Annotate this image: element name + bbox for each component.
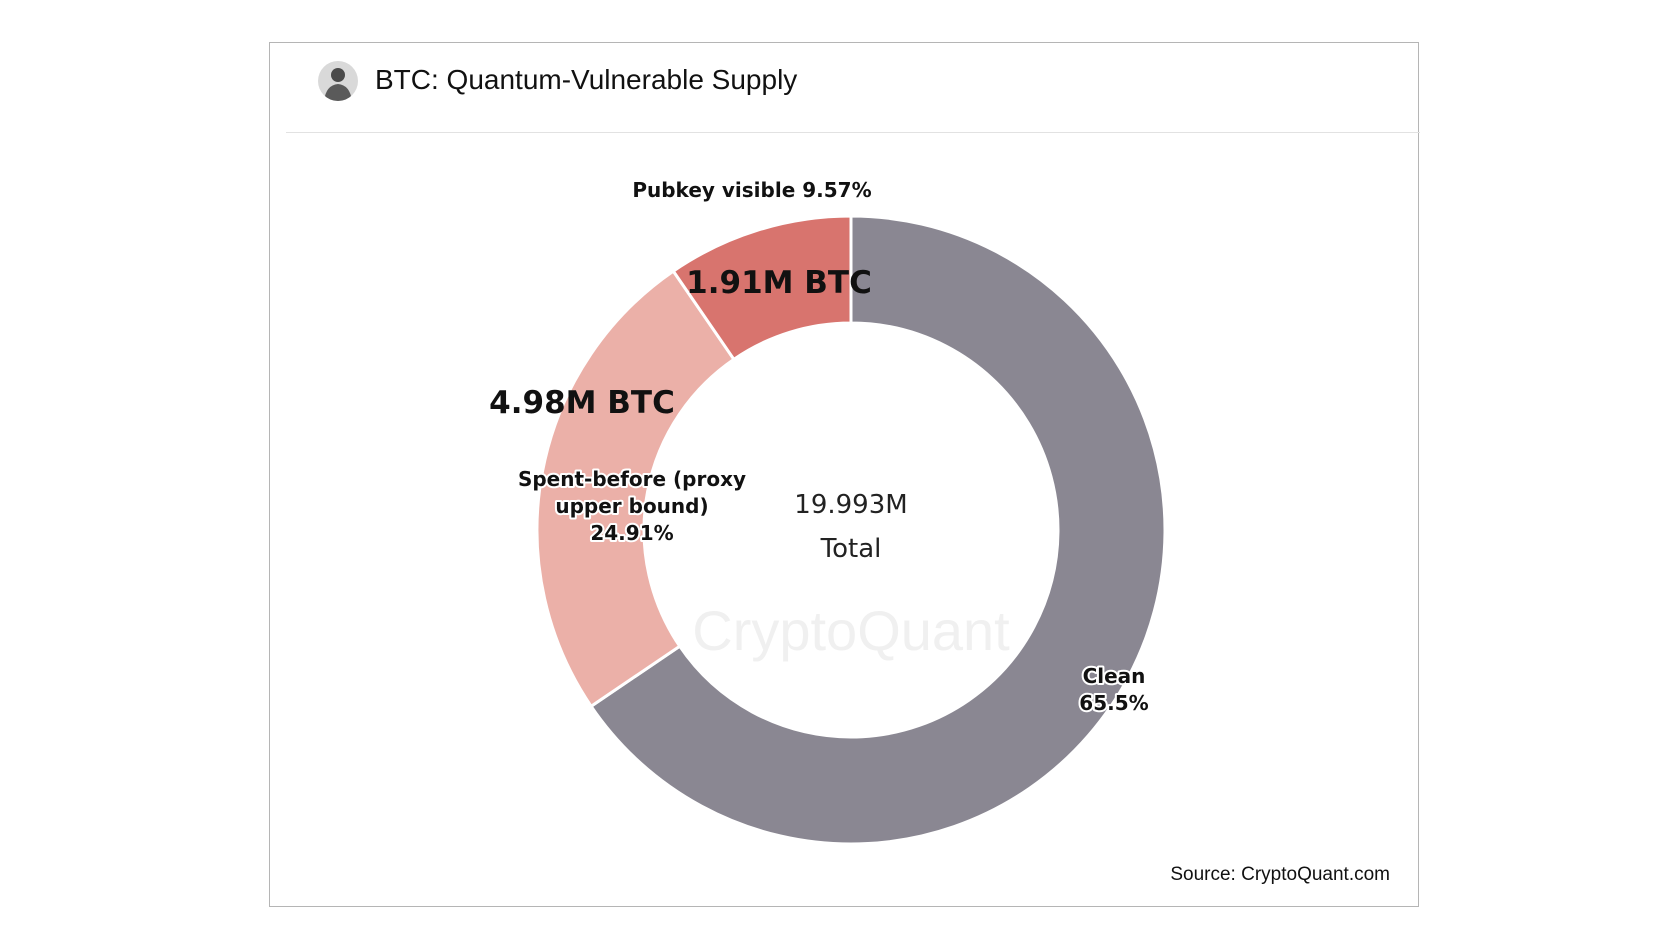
author-avatar <box>318 61 358 101</box>
center-label: Total <box>820 534 882 564</box>
header-divider <box>286 132 1420 133</box>
chart-title: BTC: Quantum-Vulnerable Supply <box>375 64 798 95</box>
source-note: Source: CryptoQuant.com <box>1170 864 1390 885</box>
chart-card <box>269 42 1419 907</box>
clean-percent-label: 65.5% <box>1079 691 1148 715</box>
center-value: 19.993M <box>794 490 907 520</box>
pubkey-label: Pubkey visible 9.57% <box>632 178 871 202</box>
spent-label-line2: upper bound) <box>555 494 708 518</box>
spent-percent-label: 24.91% <box>590 521 673 545</box>
watermark: CryptoQuant <box>692 599 1010 662</box>
spent-label-line1: Spent-before (proxy <box>518 467 746 491</box>
donut-slice-spent-before <box>535 269 736 709</box>
spent-amount-label: 4.98M BTC <box>489 385 675 421</box>
clean-label: Clean <box>1083 664 1146 688</box>
pubkey-amount-label: 1.91M BTC <box>686 265 872 301</box>
donut-slice-pubkey <box>671 214 853 362</box>
donut-slice-clean <box>589 214 1167 846</box>
